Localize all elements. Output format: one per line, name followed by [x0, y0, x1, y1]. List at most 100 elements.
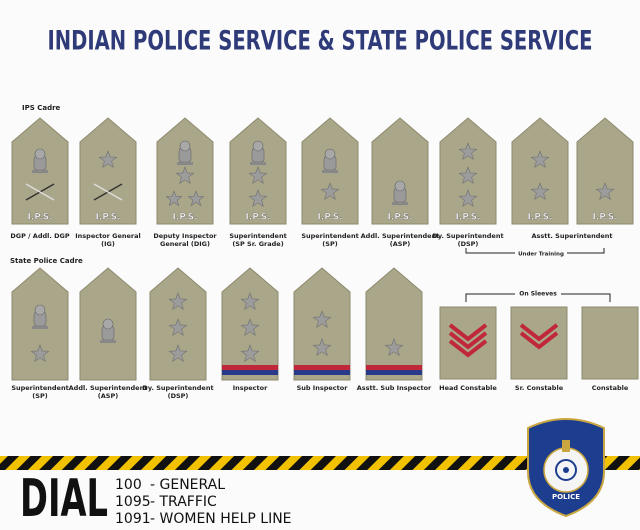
sleeve — [510, 306, 568, 380]
hazard-stripe — [0, 456, 640, 470]
star — [98, 150, 118, 168]
star — [30, 344, 50, 362]
star — [458, 142, 478, 160]
rank-label: (ASP) — [98, 392, 118, 400]
star — [248, 166, 268, 184]
rank-label: Inspector General — [75, 232, 140, 240]
star — [530, 182, 550, 200]
insignia-text: I.P.S. — [27, 213, 52, 223]
star — [595, 182, 615, 200]
rank-label: Asstt. Superintendent — [531, 232, 612, 240]
epaulette — [511, 117, 569, 225]
rank-label: Sub Inspector — [297, 384, 349, 392]
star — [312, 338, 332, 356]
rank-label: General (DIG) — [160, 240, 210, 248]
chevron — [448, 331, 488, 350]
rank-label: Addl. Superintendent — [361, 232, 440, 240]
rank-label: Head Constable — [439, 384, 497, 392]
star — [384, 338, 404, 356]
star — [458, 166, 478, 184]
sleeve — [581, 306, 639, 380]
rank-label: (SP) — [32, 392, 47, 400]
section-heading: State Police Cadre — [10, 257, 83, 265]
title: INDIAN POLICE SERVICE & STATE POLICE SER… — [48, 26, 593, 57]
dial-label: - TRAFFIC — [150, 494, 217, 510]
star — [312, 310, 332, 328]
ribbon — [366, 365, 422, 370]
bracket-gap — [515, 290, 561, 298]
ribbon — [294, 370, 350, 375]
emblem — [324, 148, 336, 160]
emblem — [100, 340, 116, 343]
rank-label: DGP / Addl. DGP — [10, 232, 69, 240]
baton — [93, 183, 123, 201]
star — [240, 318, 260, 336]
insignia-text: I.P.S. — [527, 213, 552, 223]
insignia-text: I.P.S. — [387, 213, 412, 223]
emblem — [322, 170, 338, 173]
chevron — [519, 331, 559, 350]
ribbon — [294, 365, 350, 370]
rank-label: (DSP) — [458, 240, 479, 248]
star — [240, 292, 260, 310]
rank-label: Superintendent — [229, 232, 286, 240]
badge-text: POLICE — [552, 493, 580, 501]
chevron — [519, 323, 559, 342]
bracket-gap — [515, 250, 567, 257]
insignia-text: I.P.S. — [95, 213, 120, 223]
emblem — [34, 148, 46, 160]
emblem — [392, 202, 408, 205]
insignia-text: I.P.S. — [592, 213, 617, 223]
star — [248, 189, 268, 207]
insignia-text: I.P.S. — [245, 213, 270, 223]
star — [175, 166, 195, 184]
rank-label: Inspector — [233, 384, 268, 392]
sleeve — [439, 306, 497, 380]
epaulette — [365, 267, 423, 381]
emblem — [394, 180, 406, 192]
chevron — [448, 323, 488, 342]
rank-label: Dy. Superintendent — [142, 384, 213, 392]
dial-number: 100 — [115, 477, 142, 493]
rank-label: (ASP) — [390, 240, 410, 248]
star — [168, 344, 188, 362]
rank-label: Asstt. Sub Inspector — [357, 384, 432, 392]
emblem — [32, 326, 48, 329]
dial-label: - GENERAL — [150, 477, 225, 493]
star — [165, 190, 183, 207]
rank-label: (SP Sr. Grade) — [232, 240, 283, 248]
rank-label: Deputy Inspector — [153, 232, 217, 240]
rank-label: (DSP) — [168, 392, 189, 400]
emblem — [102, 318, 114, 330]
star — [187, 190, 205, 207]
insignia-text: I.P.S. — [317, 213, 342, 223]
rank-label: (IG) — [101, 240, 115, 248]
epaulette — [576, 117, 634, 225]
star — [240, 344, 260, 362]
police-badge — [527, 418, 605, 518]
emblem — [252, 140, 264, 152]
section-heading: IPS Cadre — [22, 104, 61, 112]
star — [168, 292, 188, 310]
star — [530, 150, 550, 168]
ribbon — [222, 370, 278, 375]
bracket-label: Under Training — [518, 252, 564, 258]
star — [320, 182, 340, 200]
star — [168, 318, 188, 336]
chevron — [448, 339, 488, 358]
dial-word: DIAL — [20, 469, 108, 529]
rank-label: Dy. Superintendent — [432, 232, 503, 240]
emblem — [32, 170, 48, 173]
rank-label: (SP) — [322, 240, 337, 248]
epaulette — [79, 117, 137, 225]
dial-label: - WOMEN HELP LINE — [150, 511, 292, 527]
rank-label: Superintendent — [301, 232, 358, 240]
ribbon — [222, 365, 278, 370]
epaulette — [371, 117, 429, 225]
baton — [25, 183, 55, 201]
dial-number: 1091 — [115, 511, 151, 527]
emblem — [179, 140, 191, 152]
ribbon — [366, 370, 422, 375]
bracket-label: On Sleeves — [519, 291, 557, 298]
